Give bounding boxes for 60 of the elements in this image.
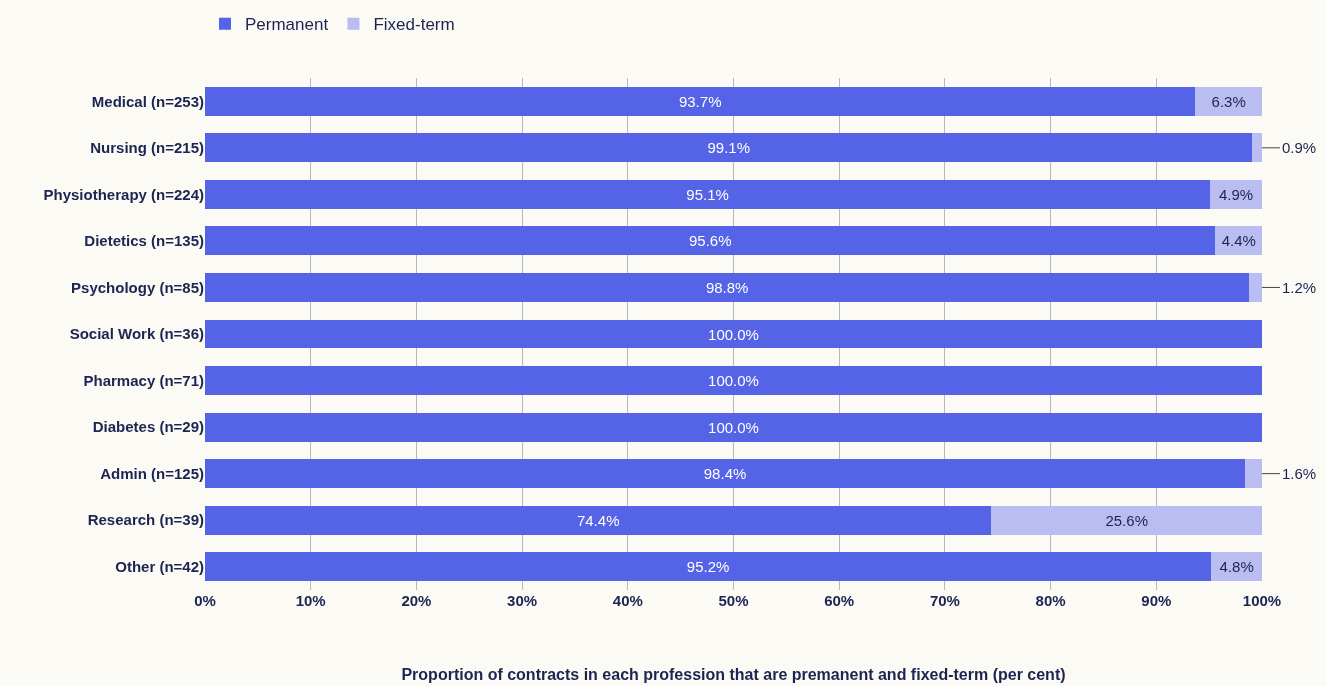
y-tick-label: Pharmacy (n=71) (83, 371, 204, 389)
bar (205, 226, 1216, 256)
data-label: 6.3% (1211, 92, 1246, 110)
y-tick-label: Other (n=42) (115, 557, 204, 575)
y-tick-label: Dietetics (n=135) (84, 232, 204, 250)
data-label: 100.0% (708, 418, 759, 436)
y-tick-label: Research (n=39) (87, 511, 204, 529)
x-tick-label: 40% (612, 592, 643, 609)
data-label: 4.4% (1221, 232, 1256, 250)
data-label: 74.4% (576, 511, 620, 529)
bar (205, 179, 1211, 209)
y-tick-label: Physiotherapy (n=224) (43, 185, 204, 203)
bar (1249, 273, 1262, 302)
data-label: 95.2% (686, 558, 730, 576)
x-tick-label: 90% (1141, 592, 1172, 609)
y-tick-label: Nursing (n=215) (90, 139, 204, 157)
bar (205, 459, 1246, 489)
y-tick-label: Psychology (n=85) (71, 278, 204, 296)
bar (205, 86, 1196, 116)
x-tick-label: 100% (1242, 592, 1282, 609)
bar (205, 505, 992, 535)
x-tick-label: 0% (194, 592, 216, 609)
x-tick-label: 20% (401, 592, 432, 609)
bar (1195, 86, 1262, 116)
bar (205, 412, 1262, 442)
x-tick-label: 50% (718, 592, 749, 609)
data-label: 100.0% (708, 325, 759, 343)
data-label: 4.9% (1219, 185, 1254, 203)
data-label: 100.0% (708, 372, 759, 390)
bar (991, 505, 1262, 535)
x-tick-label: 10% (295, 592, 326, 609)
data-label: 4.8% (1219, 558, 1254, 576)
y-tick-label: Social Work (n=36) (69, 325, 204, 343)
data-label: 95.6% (688, 232, 732, 250)
bar (1245, 459, 1262, 489)
data-label: 1.6% (1282, 465, 1317, 482)
bar (205, 319, 1262, 349)
bar (205, 133, 1253, 163)
data-label: 98.4% (703, 465, 747, 483)
bar (205, 366, 1262, 395)
y-tick-label: Diabetes (n=29) (92, 418, 204, 436)
data-label: 99.1% (707, 139, 751, 157)
x-tick-label: 60% (824, 592, 855, 609)
bar (205, 552, 1212, 582)
x-axis-title: Proportion of contracts in each profession that are premanent and fixed-term (per cent) (401, 665, 1066, 683)
data-label: 1.2% (1282, 279, 1317, 296)
data-label: 98.8% (705, 278, 749, 296)
x-tick-label: 30% (507, 592, 538, 609)
data-label: 93.7% (678, 92, 722, 110)
data-label: 95.1% (686, 185, 729, 203)
data-label: 25.6% (1105, 511, 1148, 529)
x-tick-label: 70% (929, 592, 960, 609)
legend-label: Permanent (245, 15, 329, 35)
data-label: 0.9% (1282, 139, 1317, 156)
x-tick-label: 80% (1035, 592, 1066, 609)
legend-label: Fixed-term (373, 15, 455, 35)
bar (1252, 133, 1262, 163)
y-tick-label: Admin (n=125) (100, 464, 204, 482)
bar (205, 273, 1250, 302)
y-tick-label: Medical (n=253) (91, 92, 204, 110)
